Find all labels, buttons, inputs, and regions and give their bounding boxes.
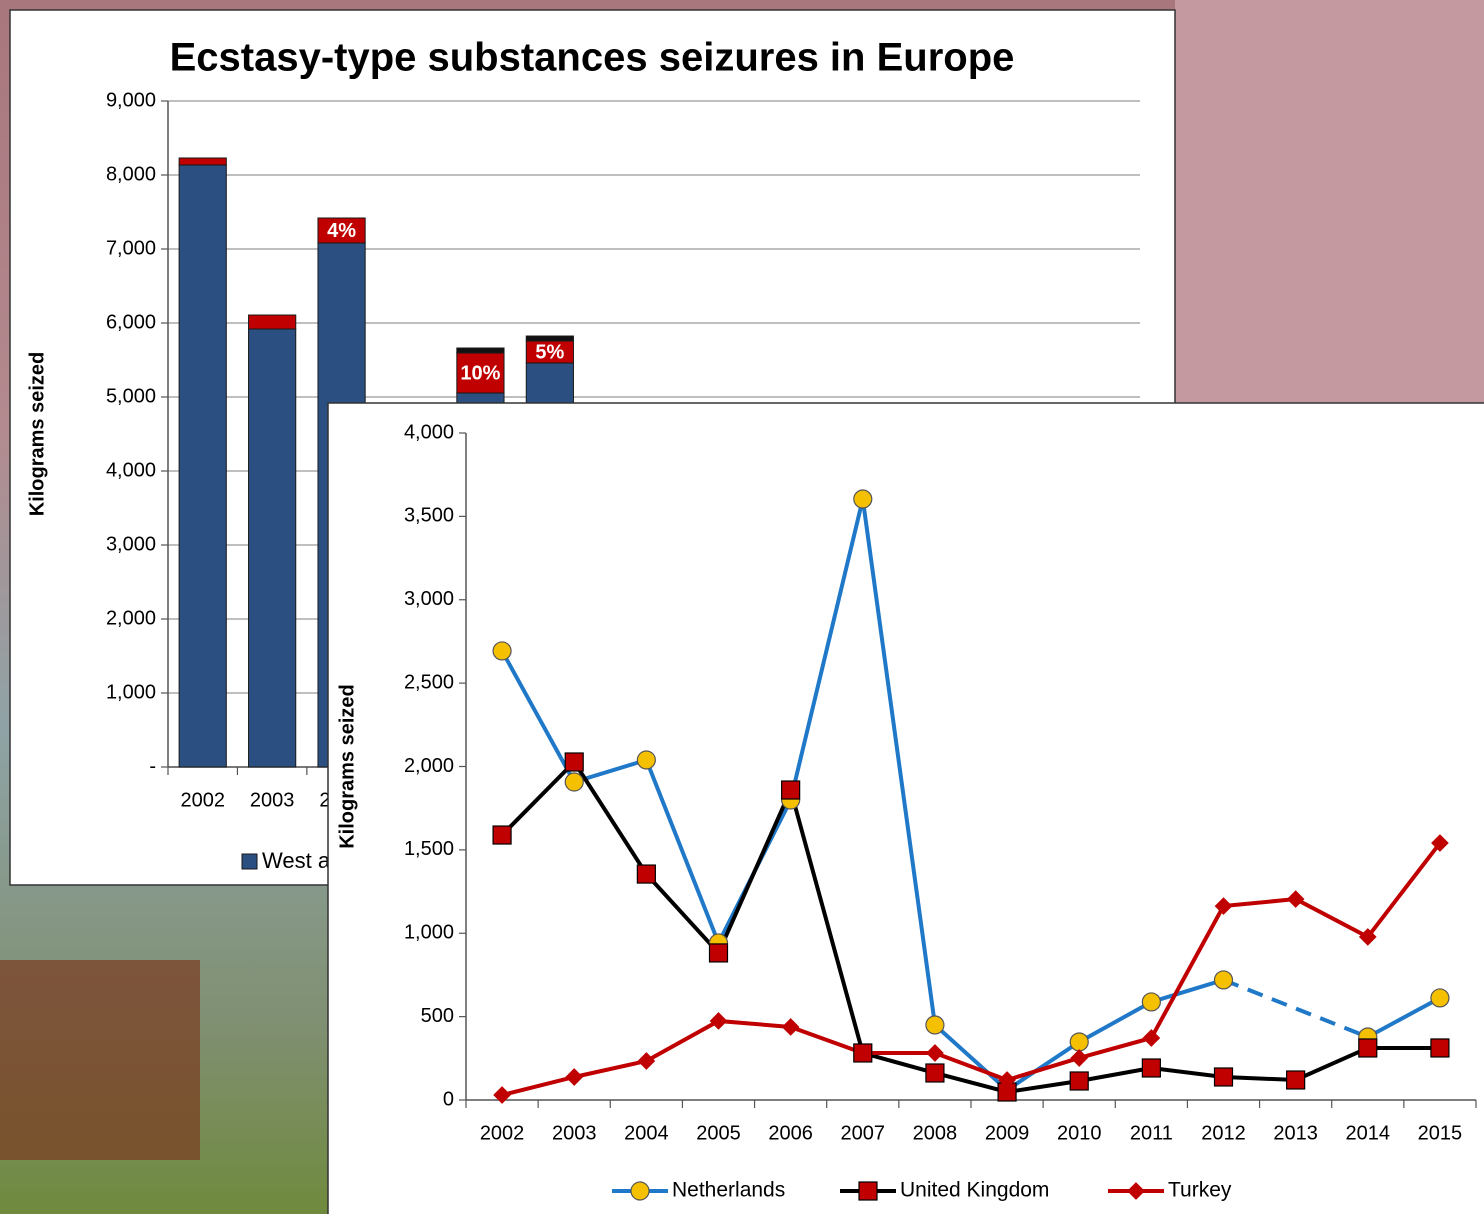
point [1070, 1049, 1089, 1067]
point [493, 1086, 511, 1104]
point [998, 1071, 1016, 1089]
y-tick-label: 9,000 [106, 89, 156, 111]
bar-segment [525, 335, 574, 342]
bar-segment [178, 157, 227, 166]
y-tick-label: 2,000 [106, 607, 156, 629]
legend-label: Netherlands [672, 1179, 785, 1202]
y-tick-label: 4,000 [404, 421, 454, 443]
x-tick-label: 2011 [1130, 1122, 1173, 1144]
point [1286, 890, 1305, 908]
point [708, 943, 729, 963]
y-tick-label: 2,000 [404, 755, 454, 777]
bar-segment [456, 352, 505, 394]
x-tick-label: 2007 [841, 1122, 886, 1144]
bar-segment [456, 347, 505, 354]
x-tick-label: 2010 [1057, 1122, 1102, 1144]
point [781, 1018, 800, 1036]
point [1141, 992, 1161, 1012]
point [1141, 1058, 1161, 1078]
point [853, 1044, 872, 1062]
y-tick-label: 0 [443, 1088, 454, 1110]
point [1430, 1038, 1450, 1058]
legend-swatch [241, 853, 258, 870]
percent-label: 10% [460, 362, 500, 384]
point [853, 489, 873, 509]
point [1213, 970, 1234, 990]
x-tick-label: 2002 [180, 789, 225, 811]
point [926, 1044, 944, 1062]
y-tick-label: 1,000 [404, 922, 454, 944]
background-photo-right [1175, 0, 1484, 403]
point [565, 1068, 584, 1086]
x-tick-label: 2014 [1346, 1122, 1391, 1144]
point [492, 641, 512, 661]
point [1069, 1032, 1089, 1052]
line-chart-panel: Kilograms seized 0 500 1,000 1,500 2,000 2,500… [327, 402, 1484, 1214]
series-line [501, 841, 1442, 1097]
y-tick-label: - [149, 755, 156, 777]
point [1430, 988, 1450, 1008]
point [637, 1052, 656, 1070]
point [630, 1181, 650, 1201]
background-photo-object [0, 960, 200, 1160]
legend-label: Turkey [1168, 1179, 1232, 1202]
series-line [1366, 996, 1441, 1039]
point [1142, 1029, 1161, 1047]
x-tick-label: 2003 [250, 789, 295, 811]
point [1127, 1182, 1145, 1200]
point [1358, 928, 1377, 946]
point [492, 825, 512, 845]
y-tick-label: 1,500 [404, 838, 454, 860]
point [1286, 1070, 1306, 1090]
y-tick-label: 7,000 [106, 237, 156, 259]
point [1358, 1038, 1378, 1058]
point [709, 1012, 728, 1030]
x-tick-label: 2009 [985, 1122, 1030, 1144]
point [925, 1015, 945, 1035]
x-tick-label: 2015 [1418, 1122, 1463, 1144]
point [1431, 834, 1449, 852]
legend-label: United Kingdom [900, 1179, 1049, 1202]
point [1213, 1067, 1234, 1087]
point [1214, 897, 1233, 915]
x-tick-label: 2005 [696, 1122, 741, 1144]
bar-segment [317, 217, 366, 244]
x-tick-label: 2002 [480, 1122, 525, 1144]
y-tick-label: 3,000 [106, 533, 156, 555]
bar-segment [178, 164, 227, 768]
y-tick-label: 6,000 [106, 311, 156, 333]
point [636, 750, 656, 770]
x-tick-label: 2008 [913, 1122, 958, 1144]
x-tick-label: 2013 [1273, 1122, 1318, 1144]
y-tick-label: 3,500 [404, 505, 454, 527]
point [925, 1063, 945, 1083]
percent-label: 5% [535, 341, 564, 363]
point [858, 1181, 878, 1201]
point [1069, 1071, 1089, 1091]
x-tick-label: 2004 [624, 1122, 669, 1144]
y-tick-label: 2,500 [404, 671, 454, 693]
y-tick-label: 500 [421, 1005, 454, 1027]
point [564, 772, 584, 792]
point [564, 752, 584, 772]
y-axis-label: Kilograms seized [26, 352, 48, 517]
chart-title: Ecstasy-type substances seizures in Euro… [170, 36, 1015, 80]
point [781, 780, 801, 800]
x-tick-label: 2012 [1201, 1122, 1246, 1144]
y-tick-label: 3,000 [404, 588, 454, 610]
percent-label: 4% [327, 220, 356, 242]
x-tick-label: 2006 [768, 1122, 813, 1144]
bar-segment [248, 328, 297, 768]
y-tick-label: 5,000 [106, 385, 156, 407]
x-tick-label: 2003 [552, 1122, 597, 1144]
bar-segment [248, 314, 297, 330]
y-tick-label: 8,000 [106, 163, 156, 185]
y-axis-label: Kilograms seized [336, 684, 358, 849]
point [636, 864, 656, 884]
y-tick-label: 1,000 [106, 681, 156, 703]
series-line [500, 758, 1440, 1095]
y-tick-label: 4,000 [106, 459, 156, 481]
